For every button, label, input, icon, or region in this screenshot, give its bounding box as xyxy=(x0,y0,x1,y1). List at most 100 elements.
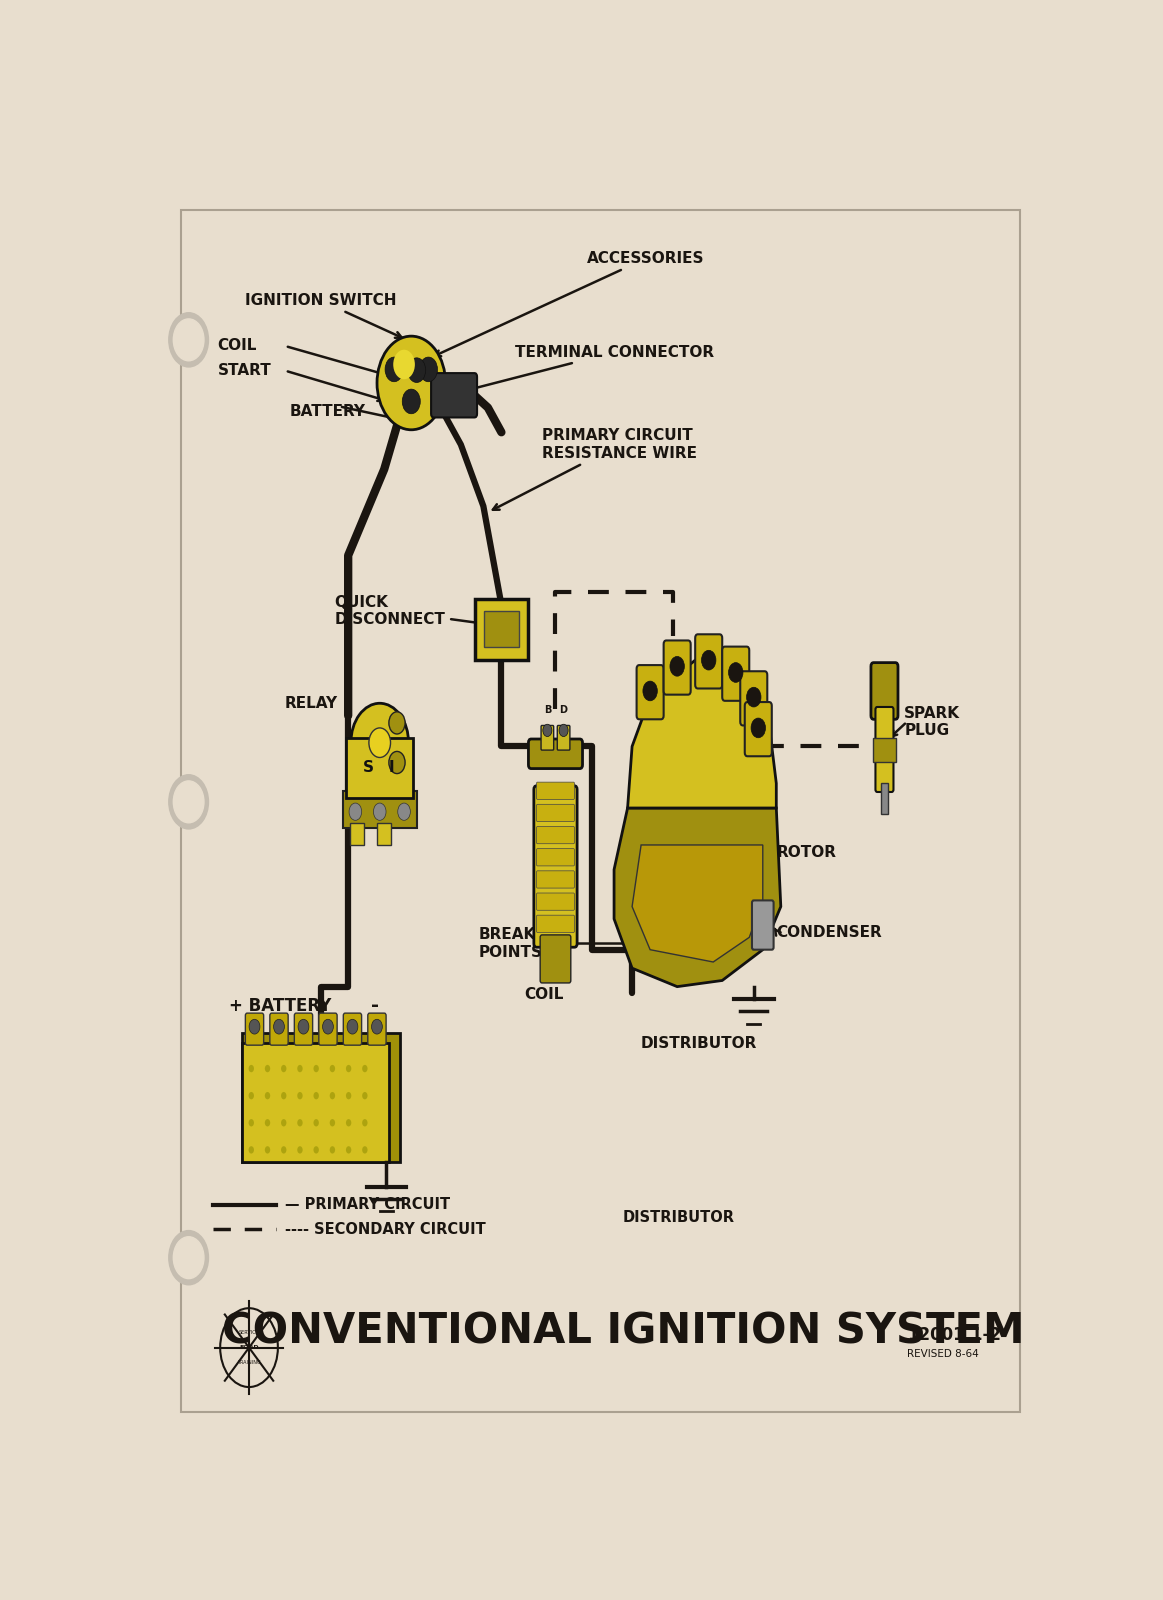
Text: RELAY: RELAY xyxy=(285,696,338,710)
Text: START: START xyxy=(217,363,271,378)
Polygon shape xyxy=(614,808,780,987)
FancyBboxPatch shape xyxy=(536,893,575,910)
Text: ROTOR: ROTOR xyxy=(777,845,836,861)
Circle shape xyxy=(385,357,404,382)
Circle shape xyxy=(559,725,568,736)
Circle shape xyxy=(173,781,204,822)
Text: + BATTERY: + BATTERY xyxy=(229,997,331,1016)
FancyBboxPatch shape xyxy=(368,1013,386,1045)
FancyBboxPatch shape xyxy=(536,870,575,888)
FancyBboxPatch shape xyxy=(270,1013,288,1045)
Circle shape xyxy=(249,1019,259,1034)
Bar xyxy=(350,822,364,845)
Circle shape xyxy=(281,1091,286,1099)
Circle shape xyxy=(322,1019,334,1034)
FancyBboxPatch shape xyxy=(536,915,575,933)
Text: B: B xyxy=(543,706,551,715)
Circle shape xyxy=(298,1066,302,1072)
Circle shape xyxy=(249,1091,254,1099)
Circle shape xyxy=(298,1091,302,1099)
Text: 12001.1-2: 12001.1-2 xyxy=(907,1326,1001,1344)
Circle shape xyxy=(345,1091,351,1099)
Circle shape xyxy=(543,725,552,736)
FancyBboxPatch shape xyxy=(245,1013,264,1045)
FancyBboxPatch shape xyxy=(722,646,749,701)
Text: SPARK
PLUG: SPARK PLUG xyxy=(905,706,961,738)
Circle shape xyxy=(751,718,765,738)
FancyBboxPatch shape xyxy=(475,598,528,659)
Text: TERMINAL CONNECTOR: TERMINAL CONNECTOR xyxy=(452,344,714,395)
FancyBboxPatch shape xyxy=(347,738,413,798)
Text: — PRIMARY CIRCUIT: — PRIMARY CIRCUIT xyxy=(285,1197,450,1213)
Text: DISTRIBUTOR: DISTRIBUTOR xyxy=(641,1037,757,1051)
Circle shape xyxy=(329,1146,335,1154)
Text: ACCESSORIES: ACCESSORIES xyxy=(434,251,705,357)
Circle shape xyxy=(249,1146,254,1154)
Circle shape xyxy=(169,1230,208,1285)
FancyBboxPatch shape xyxy=(536,827,575,843)
Circle shape xyxy=(281,1118,286,1126)
Text: PRIMARY CIRCUIT
RESISTANCE WIRE: PRIMARY CIRCUIT RESISTANCE WIRE xyxy=(493,429,697,510)
Circle shape xyxy=(371,1019,383,1034)
FancyBboxPatch shape xyxy=(536,805,575,821)
FancyBboxPatch shape xyxy=(431,373,477,418)
Bar xyxy=(872,738,897,763)
FancyBboxPatch shape xyxy=(181,211,1020,1411)
Circle shape xyxy=(393,350,415,379)
Text: FORD: FORD xyxy=(240,1346,259,1350)
Circle shape xyxy=(345,1146,351,1154)
Circle shape xyxy=(173,1237,204,1278)
Circle shape xyxy=(314,1146,319,1154)
Circle shape xyxy=(329,1066,335,1072)
Circle shape xyxy=(265,1066,270,1072)
FancyBboxPatch shape xyxy=(528,739,583,768)
Circle shape xyxy=(377,336,445,430)
Text: BATTERY: BATTERY xyxy=(290,403,365,419)
Bar xyxy=(377,822,392,845)
FancyBboxPatch shape xyxy=(343,1013,362,1045)
Circle shape xyxy=(249,1118,254,1126)
Circle shape xyxy=(643,682,657,701)
Circle shape xyxy=(265,1118,270,1126)
Circle shape xyxy=(362,1066,368,1072)
Circle shape xyxy=(265,1091,270,1099)
FancyBboxPatch shape xyxy=(636,666,664,720)
FancyBboxPatch shape xyxy=(536,848,575,866)
Text: QUICK
DISCONNECT: QUICK DISCONNECT xyxy=(335,595,520,630)
Circle shape xyxy=(420,357,437,382)
Circle shape xyxy=(362,1118,368,1126)
FancyBboxPatch shape xyxy=(744,702,772,757)
Circle shape xyxy=(265,1146,270,1154)
Text: ---- SECONDARY CIRCUIT: ---- SECONDARY CIRCUIT xyxy=(285,1222,486,1237)
FancyBboxPatch shape xyxy=(541,725,554,750)
Polygon shape xyxy=(628,661,777,808)
Text: I: I xyxy=(388,760,394,774)
FancyBboxPatch shape xyxy=(242,1043,390,1162)
FancyBboxPatch shape xyxy=(752,901,773,950)
FancyBboxPatch shape xyxy=(294,1013,313,1045)
Circle shape xyxy=(169,774,208,829)
Text: S: S xyxy=(363,760,373,774)
Text: REVISED 8-64: REVISED 8-64 xyxy=(907,1349,979,1360)
FancyBboxPatch shape xyxy=(536,782,575,800)
Text: IGNITION SWITCH: IGNITION SWITCH xyxy=(244,293,401,338)
FancyBboxPatch shape xyxy=(319,1013,337,1045)
Text: COIL: COIL xyxy=(217,339,257,354)
Circle shape xyxy=(362,1091,368,1099)
Text: BREAKER
POINTS: BREAKER POINTS xyxy=(479,928,654,960)
Circle shape xyxy=(347,1019,358,1034)
Bar xyxy=(880,784,889,814)
FancyBboxPatch shape xyxy=(664,640,691,694)
Circle shape xyxy=(398,803,411,821)
Text: TRAINING: TRAINING xyxy=(237,1360,261,1365)
Circle shape xyxy=(281,1066,286,1072)
Polygon shape xyxy=(633,845,763,962)
Circle shape xyxy=(314,1118,319,1126)
Text: COIL: COIL xyxy=(523,987,563,1002)
Circle shape xyxy=(298,1146,302,1154)
FancyBboxPatch shape xyxy=(242,1034,400,1162)
Text: D: D xyxy=(559,706,568,715)
Text: DISTRIBUTOR: DISTRIBUTOR xyxy=(623,1210,735,1224)
Circle shape xyxy=(314,1066,319,1072)
FancyBboxPatch shape xyxy=(484,611,519,648)
